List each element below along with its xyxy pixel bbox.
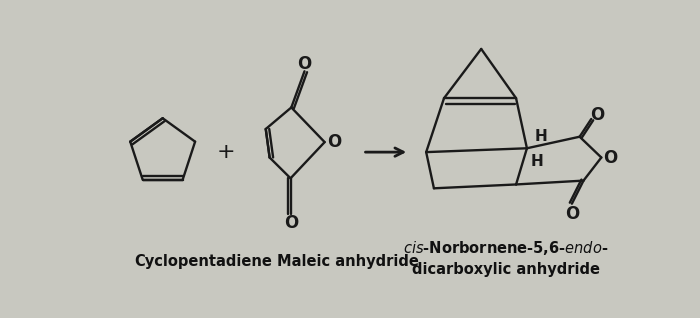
- Text: O: O: [284, 214, 298, 232]
- Text: O: O: [327, 133, 341, 151]
- Text: Cyclopentadiene: Cyclopentadiene: [134, 254, 272, 269]
- Text: Maleic anhydride: Maleic anhydride: [277, 254, 419, 269]
- Text: O: O: [298, 55, 312, 73]
- Text: O: O: [603, 149, 617, 167]
- Text: +: +: [216, 142, 235, 162]
- Text: O: O: [590, 106, 605, 124]
- Text: H: H: [535, 129, 547, 144]
- Text: $\it{cis}$-Norbornene-5,6-$\it{endo}$-
dicarboxylic anhydride: $\it{cis}$-Norbornene-5,6-$\it{endo}$- d…: [403, 239, 609, 277]
- Text: O: O: [565, 205, 579, 224]
- Text: H: H: [531, 154, 543, 169]
